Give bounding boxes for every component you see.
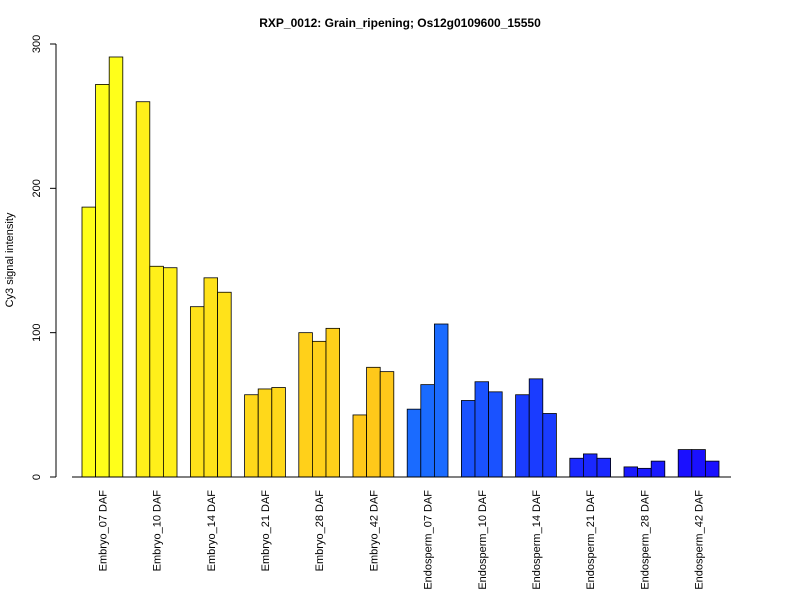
bar <box>583 453 598 478</box>
x-tick-label: Embryo_28 DAF <box>314 490 326 572</box>
y-tick-label: 200 <box>31 179 43 197</box>
bar <box>460 400 476 478</box>
x-axis-tick-labels: Embryo_07 DAF Embryo_10 DAF Embryo_14 DAF E… <box>97 490 705 590</box>
bar <box>569 457 584 478</box>
bar <box>203 277 219 478</box>
y-tick-label: 300 <box>31 35 43 53</box>
bar <box>488 391 503 478</box>
bar <box>596 457 612 478</box>
x-tick-label: Endosperm_21 DAF <box>585 490 597 590</box>
bar <box>217 291 232 478</box>
x-tick-label: Endosperm_10 DAF <box>477 490 489 590</box>
x-tick-label: Embryo_14 DAF <box>206 490 218 572</box>
bar <box>271 387 286 478</box>
x-tick-label: Embryo_42 DAF <box>368 490 380 572</box>
bar <box>474 381 490 478</box>
bar <box>257 388 273 478</box>
bar <box>528 378 544 478</box>
bar <box>352 414 368 478</box>
bar <box>298 332 313 478</box>
bar <box>108 56 124 478</box>
bar <box>705 460 720 478</box>
x-tick-label: Embryo_07 DAF <box>97 490 109 572</box>
y-tick-label: 100 <box>31 323 43 341</box>
bar <box>515 394 530 478</box>
bar <box>650 460 666 478</box>
x-tick-label: Embryo_10 DAF <box>152 490 164 572</box>
chart-title: RXP_0012: Grain_ripening; Os12g0109600_1… <box>259 16 541 30</box>
bar <box>189 306 205 478</box>
y-axis: 0 100 200 300 <box>31 35 57 480</box>
bars <box>81 56 720 478</box>
bar <box>325 327 341 478</box>
bar <box>623 466 639 478</box>
x-tick-label: Endosperm_14 DAF <box>531 490 543 590</box>
bar <box>244 394 259 478</box>
bar <box>379 371 395 478</box>
bar <box>420 384 435 478</box>
bar <box>433 323 449 478</box>
bar <box>677 449 693 478</box>
bar <box>149 265 164 478</box>
y-tick-label: 0 <box>31 474 43 480</box>
bar <box>406 408 422 478</box>
bar <box>311 340 327 478</box>
bar <box>135 101 151 478</box>
x-tick-label: Endosperm_28 DAF <box>639 490 651 590</box>
bar <box>691 449 706 478</box>
bar <box>81 206 97 478</box>
bar <box>542 413 557 478</box>
y-axis-label: Cy3 signal intensity <box>4 212 16 307</box>
x-tick-label: Endosperm_42 DAF <box>694 490 706 590</box>
bar <box>95 84 110 478</box>
bar <box>366 366 381 478</box>
x-tick-label: Endosperm_07 DAF <box>423 490 435 590</box>
bar <box>637 467 652 478</box>
x-tick-label: Embryo_21 DAF <box>260 490 272 572</box>
bar <box>162 267 178 478</box>
